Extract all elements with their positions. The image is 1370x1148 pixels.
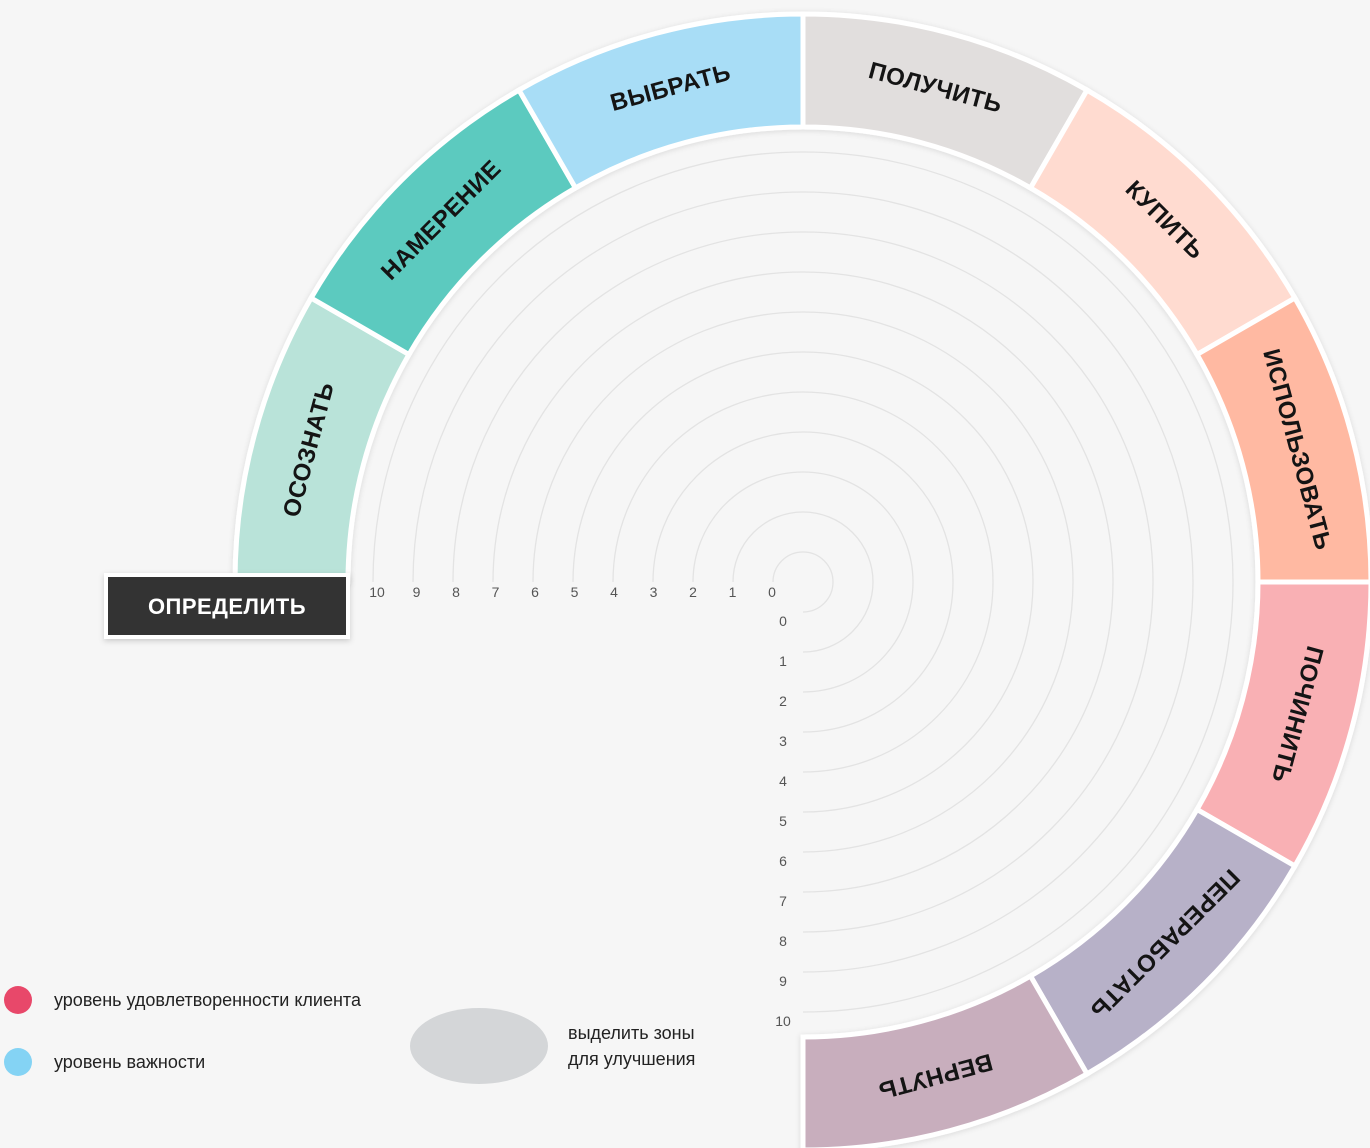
scale-tick-h: 7	[492, 584, 500, 600]
scale-ring	[532, 311, 1074, 853]
scale-tick-h: 4	[610, 584, 618, 600]
scale-ring	[652, 431, 954, 733]
legend-satisfaction: уровень удовлетворенности клиента	[4, 986, 361, 1014]
scale-ring	[452, 231, 1154, 933]
scale-tick-v: 9	[779, 973, 787, 989]
scale-tick-v: 7	[779, 893, 787, 909]
scale-ring	[492, 271, 1114, 893]
scale-tick-h: 1	[729, 584, 737, 600]
legend-importance: уровень важности	[4, 1048, 205, 1076]
scale-tick-h: 5	[571, 584, 579, 600]
define-box[interactable]: ОПРЕДЕЛИТЬ	[104, 573, 350, 639]
legend-satisfaction-label: уровень удовлетворенности клиента	[54, 989, 361, 1010]
scale-tick-v: 4	[779, 773, 787, 789]
stage-segments	[232, 11, 1370, 1148]
legend-satisfaction-dot	[4, 986, 32, 1014]
scale-ring	[692, 471, 914, 693]
scale-tick-h: 9	[413, 584, 421, 600]
scale-ring	[412, 191, 1194, 973]
scale-ring	[612, 391, 994, 773]
scale-tick-v: 10	[775, 1013, 791, 1029]
scale-ring	[572, 351, 1034, 813]
scale-rings	[372, 151, 1234, 1013]
scale-tick-h: 3	[650, 584, 658, 600]
scale-tick-h: 0	[768, 584, 776, 600]
legend-zones: выделить зоны для улучшения	[410, 1008, 695, 1084]
legend-zones-ellipse	[410, 1008, 548, 1084]
scale-tick-v: 0	[779, 613, 787, 629]
scale-tick-h: 2	[689, 584, 697, 600]
scale-tick-v: 3	[779, 733, 787, 749]
scale-tick-v: 8	[779, 933, 787, 949]
horizontal-scale: 10 9 8 7 6 5 4 3 2 1 0	[369, 584, 776, 600]
define-label: ОПРЕДЕЛИТЬ	[148, 594, 306, 619]
legend-importance-dot	[4, 1048, 32, 1076]
scale-tick-v: 5	[779, 813, 787, 829]
scale-tick-v: 1	[779, 653, 787, 669]
legend-zones-line2: для улучшения	[568, 1049, 696, 1069]
scale-ring	[372, 151, 1234, 1013]
scale-tick-h: 10	[369, 584, 385, 600]
scale-tick-v: 6	[779, 853, 787, 869]
legend-zones-line1: выделить зоны	[568, 1023, 695, 1043]
scale-tick-h: 8	[452, 584, 460, 600]
scale-ring	[732, 511, 874, 653]
scale-ring	[772, 551, 834, 613]
scale-tick-v: 2	[779, 693, 787, 709]
segment-9[interactable]	[800, 972, 1091, 1148]
vertical-scale: 0 1 2 3 4 5 6 7 8 9 10	[775, 613, 791, 1029]
legend-zones-label: выделить зоны для улучшения	[568, 1020, 695, 1072]
legend-importance-label: уровень важности	[54, 1051, 206, 1072]
scale-tick-h: 6	[531, 584, 539, 600]
